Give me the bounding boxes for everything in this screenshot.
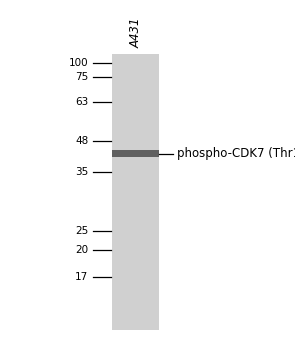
Text: phospho-CDK7 (Thr170): phospho-CDK7 (Thr170)	[177, 147, 295, 160]
Bar	[112, 54, 159, 330]
Bar	[112, 150, 159, 157]
Text: 35: 35	[75, 167, 88, 177]
Text: 20: 20	[76, 245, 88, 255]
Text: 17: 17	[75, 272, 88, 282]
Text: 48: 48	[75, 136, 88, 146]
Text: 25: 25	[75, 226, 88, 236]
Text: A431: A431	[129, 17, 142, 48]
Text: 75: 75	[75, 71, 88, 82]
Text: 63: 63	[75, 97, 88, 107]
Text: 100: 100	[69, 58, 88, 68]
